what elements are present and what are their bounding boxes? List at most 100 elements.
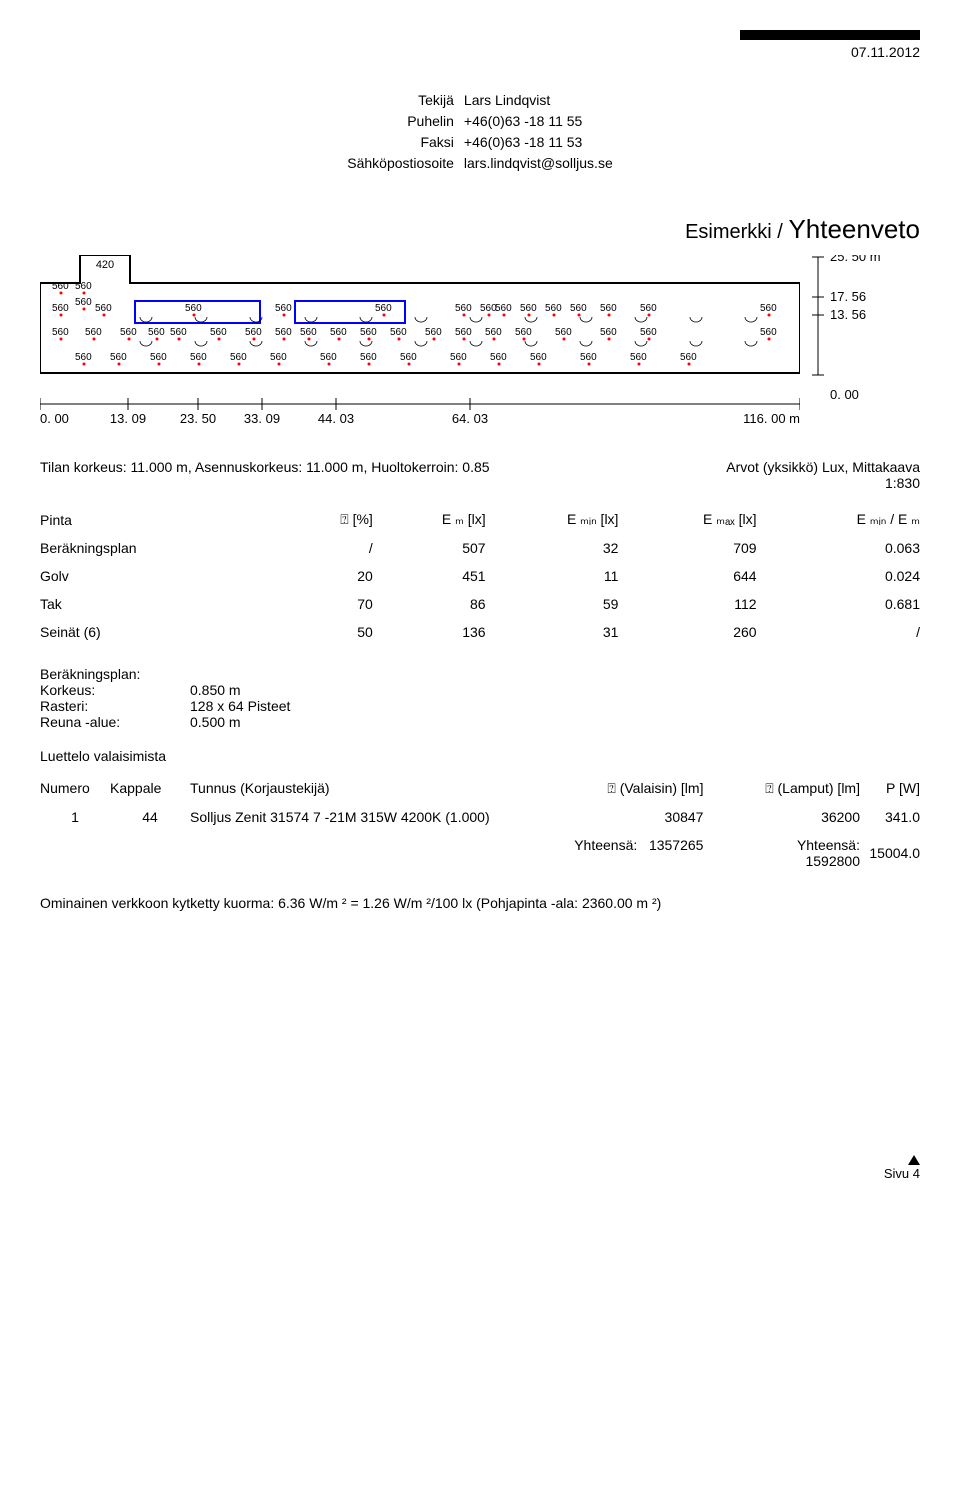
page-number: Sivu 4 <box>884 1166 920 1181</box>
surf-cell: / <box>757 618 920 646</box>
top-black-bar <box>40 30 920 40</box>
kv-row: Reuna -alue:0.500 m <box>40 714 920 730</box>
vertical-scale: 25. 50 m 17. 56 13. 56 0. 00 <box>810 255 900 423</box>
kv-val: 0.500 m <box>190 714 241 730</box>
svg-text:560: 560 <box>95 303 112 314</box>
kv-val: 0.850 m <box>190 682 241 698</box>
surf-cell: 260 <box>618 618 756 646</box>
fx-total-lamput: 1592800 <box>703 853 860 869</box>
surf-cell: 709 <box>618 534 756 562</box>
svg-text:560: 560 <box>640 303 657 314</box>
surf-header: E ₘ [lx] <box>373 505 486 534</box>
surf-cell: 0.681 <box>757 590 920 618</box>
surf-cell: Beräkningsplan <box>40 534 289 562</box>
svg-text:13. 09: 13. 09 <box>110 411 146 426</box>
fx-h-tunnus: Tunnus (Korjaustekijä) <box>190 774 490 803</box>
label-author: Tekijä <box>347 90 454 111</box>
fx-valaisin: 30847 <box>490 803 703 831</box>
svg-text:560: 560 <box>455 303 472 314</box>
fx-lamput: 36200 <box>703 803 860 831</box>
surf-cell: 507 <box>373 534 486 562</box>
calc-plan-heading: Beräkningsplan: <box>40 666 920 682</box>
value-fax: +46(0)63 -18 11 53 <box>464 132 613 153</box>
surf-header: E ₘᵢₙ [lx] <box>486 505 619 534</box>
svg-text:560: 560 <box>360 327 377 338</box>
fx-pw: 341.0 <box>860 803 920 831</box>
svg-text:560: 560 <box>555 327 572 338</box>
surf-cell: 11 <box>486 562 619 590</box>
kv-key: Korkeus: <box>40 682 190 698</box>
svg-text:560: 560 <box>530 352 547 363</box>
surf-cell: 136 <box>373 618 486 646</box>
svg-text:25. 50 m: 25. 50 m <box>830 255 881 264</box>
svg-text:560: 560 <box>75 352 92 363</box>
description-row: Tilan korkeus: 11.000 m, Asennuskorkeus:… <box>40 459 920 491</box>
title-prefix: Esimerkki / <box>685 221 783 243</box>
svg-text:560: 560 <box>110 352 127 363</box>
surf-cell: 451 <box>373 562 486 590</box>
svg-text:116. 00 m: 116. 00 m <box>743 411 800 426</box>
plan-svg: 560 560 560 560 560 560 560 560 560 560 560 560 560 5… <box>40 255 800 395</box>
svg-text:560: 560 <box>120 327 137 338</box>
surf-cell: 31 <box>486 618 619 646</box>
fx-h-valaisin: ⍰ (Valaisin) [lm] <box>490 774 703 803</box>
surf-cell: 112 <box>618 590 756 618</box>
connected-load-line: Ominainen verkkoon kytketty kuorma: 6.36… <box>40 895 920 911</box>
svg-text:0. 00: 0. 00 <box>830 387 859 402</box>
value-email: lars.lindqvist@solljus.se <box>464 153 613 174</box>
surf-header: E ₘᵢₙ / E ₘ <box>757 505 920 534</box>
fx-total-pw: 15004.0 <box>860 831 920 875</box>
svg-text:560: 560 <box>190 352 207 363</box>
fx-h-kappale: Kappale <box>110 774 190 803</box>
kv-key: Rasteri: <box>40 698 190 714</box>
svg-text:560: 560 <box>545 303 562 314</box>
label-fax: Faksi <box>347 132 454 153</box>
svg-text:560: 560 <box>148 327 165 338</box>
svg-text:17. 56: 17. 56 <box>830 289 866 304</box>
surf-cell: 644 <box>618 562 756 590</box>
svg-text:44. 03: 44. 03 <box>318 411 354 426</box>
surf-cell: 59 <box>486 590 619 618</box>
svg-text:560: 560 <box>680 352 697 363</box>
surf-header: Pinta <box>40 505 289 534</box>
page-footer: Sivu 4 <box>40 1151 920 1181</box>
kv-row: Rasteri:128 x 64 Pisteet <box>40 698 920 714</box>
surf-cell: 20 <box>289 562 373 590</box>
fixtures-heading: Luettelo valaisimista <box>40 748 920 764</box>
svg-text:560: 560 <box>390 327 407 338</box>
svg-text:560: 560 <box>150 352 167 363</box>
desc-left: Tilan korkeus: 11.000 m, Asennuskorkeus:… <box>40 459 490 491</box>
svg-text:23. 50: 23. 50 <box>180 411 216 426</box>
desc-right-1: Arvot (yksikkö) Lux, Mittakaava <box>726 459 920 475</box>
svg-text:560: 560 <box>52 303 69 314</box>
svg-text:560: 560 <box>580 352 597 363</box>
fx-h-lamput: ⍰ (Lamput) [lm] <box>703 774 860 803</box>
svg-text:560: 560 <box>600 303 617 314</box>
surf-cell: 50 <box>289 618 373 646</box>
value-phone: +46(0)63 -18 11 55 <box>464 111 613 132</box>
svg-text:560: 560 <box>185 303 202 314</box>
svg-text:560: 560 <box>300 327 317 338</box>
svg-text:560: 560 <box>600 327 617 338</box>
fx-h-numero: Numero <box>40 774 110 803</box>
svg-text:560: 560 <box>425 327 442 338</box>
svg-text:560: 560 <box>520 303 537 314</box>
svg-text:560: 560 <box>330 327 347 338</box>
svg-text:560: 560 <box>230 352 247 363</box>
surf-cell: 32 <box>486 534 619 562</box>
fx-numero: 1 <box>40 803 110 831</box>
svg-text:560: 560 <box>275 327 292 338</box>
surf-cell: 70 <box>289 590 373 618</box>
svg-text:560: 560 <box>320 352 337 363</box>
svg-text:560: 560 <box>375 303 392 314</box>
svg-text:560: 560 <box>52 327 69 338</box>
svg-text:560: 560 <box>760 303 777 314</box>
desc-right-2: 1:830 <box>726 475 920 491</box>
vscale-svg: 25. 50 m 17. 56 13. 56 0. 00 <box>810 255 900 423</box>
kv-val: 128 x 64 Pisteet <box>190 698 290 714</box>
svg-text:560: 560 <box>760 327 777 338</box>
svg-text:33. 09: 33. 09 <box>244 411 280 426</box>
kv-row: Korkeus:0.850 m <box>40 682 920 698</box>
page-title: Esimerkki / Yhteenveto <box>40 214 920 245</box>
fx-tunnus: Solljus Zenit 31574 7 -21M 315W 4200K (1… <box>190 803 490 831</box>
